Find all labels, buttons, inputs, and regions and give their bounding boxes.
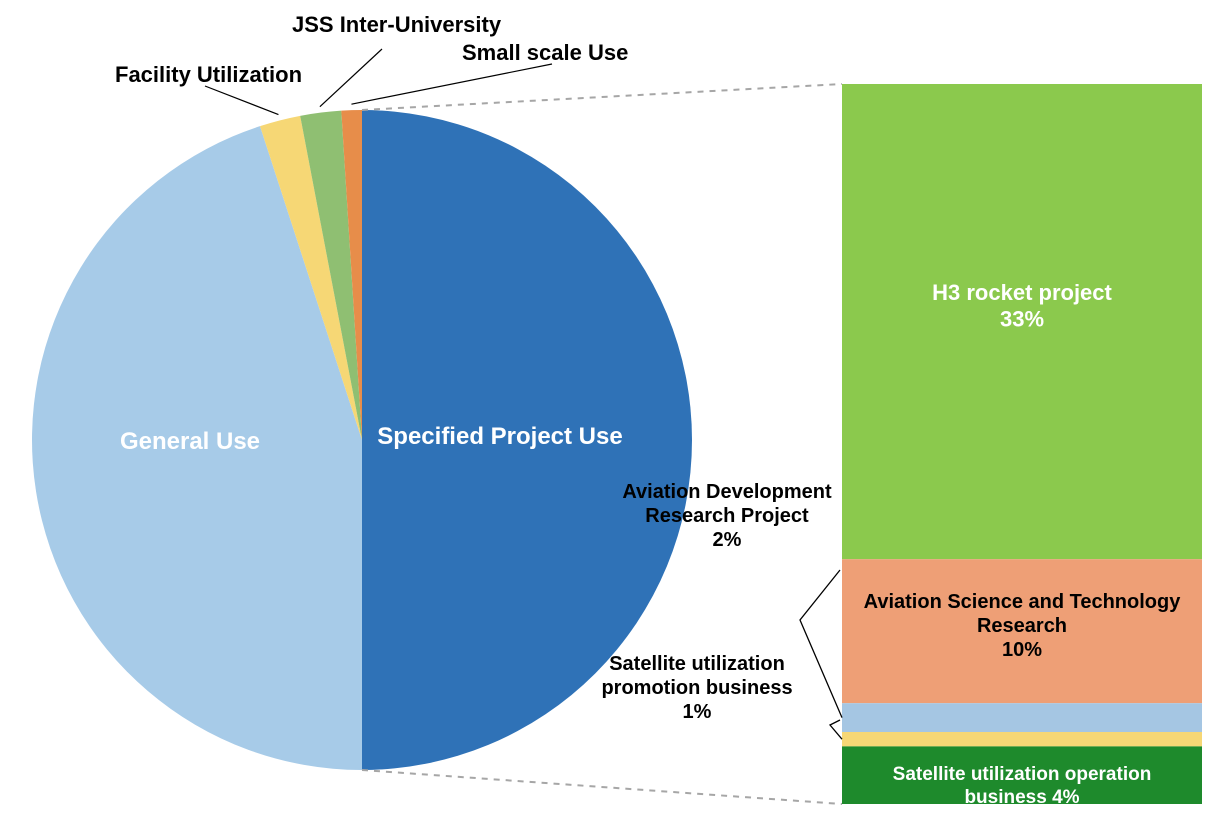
pie-label-general: General Use bbox=[120, 428, 260, 455]
pie-label-specified: Specified Project Use bbox=[377, 423, 622, 450]
bar-seg-satpromo bbox=[842, 732, 1202, 746]
guide-line-bottom bbox=[362, 770, 842, 804]
pie-leader-facility bbox=[205, 86, 278, 115]
pie-label-facility: Facility Utilization bbox=[115, 62, 302, 87]
bar-seg-avdev bbox=[842, 703, 1202, 732]
bar-leader-avdev bbox=[800, 570, 842, 718]
chart-stage: Specified Project Use General Use Facility… bbox=[0, 0, 1214, 838]
pie-leader-jss bbox=[320, 49, 382, 107]
chart-svg: Specified Project Use General Use Facility… bbox=[0, 0, 1214, 838]
bar-leader-satpromo bbox=[830, 720, 842, 739]
pie-leader-small bbox=[351, 64, 552, 104]
pie-label-small: Small scale Use bbox=[462, 40, 628, 65]
pie-label-jss: JSS Inter-University bbox=[292, 12, 502, 37]
bar-label-satpromo: Satellite utilizationpromotion business1… bbox=[601, 653, 792, 723]
